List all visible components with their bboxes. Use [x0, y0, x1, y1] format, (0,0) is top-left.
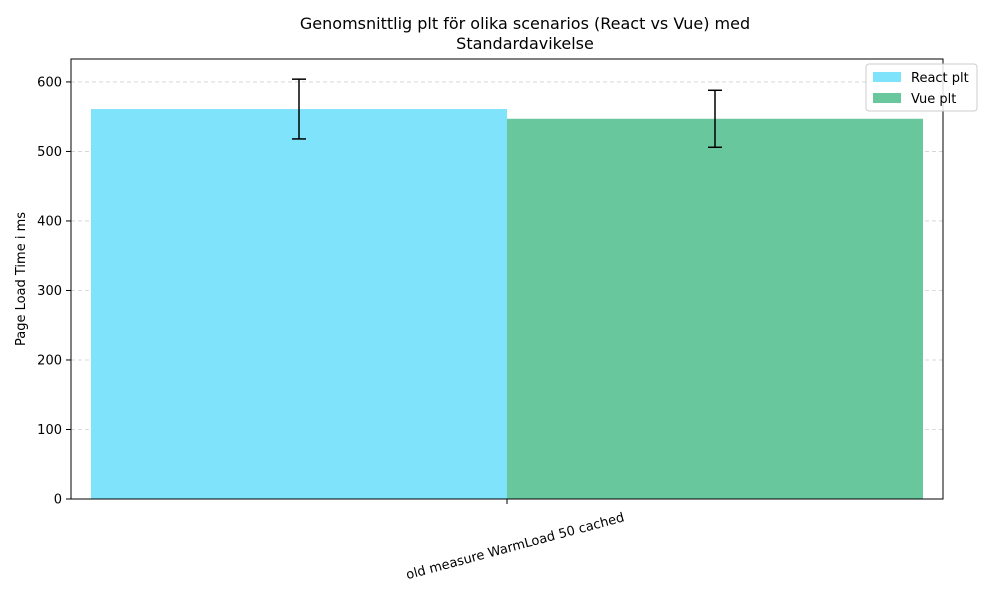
chart-title: Genomsnittlig plt för olika scenarios (R… [300, 14, 750, 53]
y-tick-label: 300 [37, 284, 62, 299]
y-axis-label: Page Load Time i ms [14, 212, 29, 346]
y-axis: 0 100 200 300 400 500 600 [37, 75, 71, 508]
x-axis: old measure WarmLoad 50 cached [405, 499, 627, 583]
legend-swatch [873, 72, 901, 82]
chart-title-line: Genomsnittlig plt för olika scenarios (R… [300, 14, 750, 33]
y-tick-label: 500 [37, 145, 62, 160]
bar-react-plt [91, 109, 507, 499]
legend-label: Vue plt [911, 92, 956, 107]
chart-title-line: Standardavikelse [456, 34, 594, 53]
bar-vue-plt [507, 118, 923, 499]
y-tick-label: 100 [37, 423, 62, 438]
y-tick-label: 400 [37, 214, 62, 229]
legend-swatch [873, 93, 901, 103]
y-tick-label: 200 [37, 353, 62, 368]
legend-label: React plt [911, 71, 969, 86]
y-tick-label: 600 [37, 75, 62, 90]
legend: React plt Vue plt [865, 63, 978, 112]
x-tick-label: old measure WarmLoad 50 cached [405, 510, 627, 583]
y-tick-label: 0 [54, 493, 62, 508]
bars [91, 109, 923, 499]
error-bars [292, 78, 722, 149]
